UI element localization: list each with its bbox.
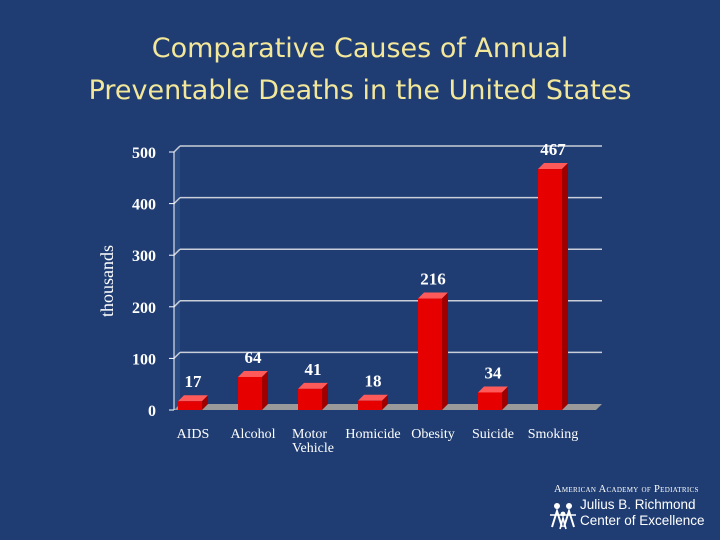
title-line-1: Comparative Causes of Annual xyxy=(151,33,569,64)
bar-side xyxy=(202,395,208,410)
x-tick-label: Obesity xyxy=(411,427,455,442)
bar-top xyxy=(418,292,448,299)
gridline-diagonal xyxy=(173,300,181,308)
bar-top xyxy=(178,395,208,402)
y-tick-label: 200 xyxy=(132,300,156,317)
x-tick-label: AIDS xyxy=(177,427,210,442)
y-tick-label: 300 xyxy=(132,248,156,265)
data-label: 216 xyxy=(420,270,446,289)
bar-top xyxy=(358,394,388,401)
logo-line-1: American Academy of Pediatrics xyxy=(554,484,699,495)
aap-logo: American Academy of Pediatrics Julius B.… xyxy=(548,484,708,531)
plot-side-wall xyxy=(174,146,180,410)
bar xyxy=(538,169,562,410)
x-tick-label: Alcohol xyxy=(230,427,275,442)
family-figures-icon xyxy=(550,503,576,530)
x-tick-label: Vehicle xyxy=(292,441,334,456)
bar xyxy=(478,392,502,410)
gridline-diagonal xyxy=(173,145,181,153)
bar-top xyxy=(478,386,508,393)
bar-top xyxy=(538,163,568,170)
x-tick-label: Smoking xyxy=(528,427,579,442)
y-tick-label: 0 xyxy=(148,403,156,420)
bar xyxy=(238,376,262,410)
data-label: 18 xyxy=(365,372,382,391)
x-tick-label: Suicide xyxy=(472,427,514,442)
gridline-diagonal xyxy=(173,351,181,359)
data-label: 467 xyxy=(540,140,566,159)
bar xyxy=(298,388,322,410)
bar-side xyxy=(322,382,328,410)
data-label: 17 xyxy=(185,372,203,391)
x-tick-label: Motor xyxy=(292,427,327,442)
bar xyxy=(358,400,382,410)
data-label: 41 xyxy=(305,360,322,379)
bar-side xyxy=(562,163,568,410)
slide-title: Comparative Causes of Annual Preventable… xyxy=(0,28,720,112)
title-line-2: Preventable Deaths in the United States xyxy=(88,75,632,106)
gridline-diagonal xyxy=(173,197,181,205)
bar xyxy=(418,298,442,410)
bar-side xyxy=(502,386,508,410)
y-tick-label: 500 xyxy=(132,145,156,162)
bar xyxy=(178,401,202,410)
bar-top xyxy=(298,382,328,389)
bar-side xyxy=(442,292,448,410)
y-tick-label: 100 xyxy=(132,351,156,368)
logo-line-3: Center of Excellence xyxy=(580,513,705,528)
logo-line-2: Julius B. Richmond xyxy=(580,497,696,512)
x-tick-label: Homicide xyxy=(345,427,400,442)
bar-side xyxy=(262,370,268,410)
y-tick-label: 400 xyxy=(132,197,156,214)
bar-top xyxy=(238,370,268,377)
data-label: 64 xyxy=(245,348,263,367)
data-label: 34 xyxy=(485,363,503,382)
y-axis-label: thousands xyxy=(97,245,117,317)
gridline-diagonal xyxy=(173,248,181,256)
bar-side xyxy=(382,394,388,410)
